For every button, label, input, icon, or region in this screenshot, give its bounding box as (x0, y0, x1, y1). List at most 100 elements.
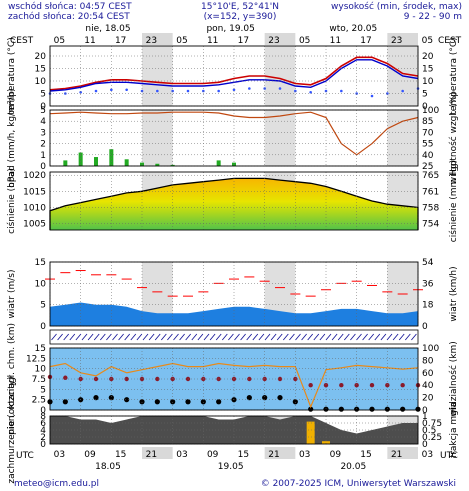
sunset-text: zachód słońca: 20:54 CEST (8, 11, 130, 22)
wind-barb (118, 333, 124, 341)
wind-barb (325, 333, 332, 341)
wind-barb (51, 333, 57, 341)
wind-barb (301, 333, 307, 341)
wind-direction-strip (49, 329, 419, 345)
bottom-hour-label: 03 (54, 450, 65, 460)
y-tick-left: 2 (40, 433, 46, 443)
top-night-band (264, 33, 296, 45)
wind-barb (276, 333, 283, 341)
y-tick-left: 10 (35, 279, 47, 289)
y-tick-right: 761 (422, 187, 439, 197)
y-tick-left: 4 (40, 117, 46, 127)
top-hour-label: 05 (54, 36, 65, 46)
y-tick-right: 15 (422, 65, 433, 75)
cloud-base-dot (216, 399, 222, 405)
wind-barb (246, 333, 253, 341)
temp-min-dot (79, 90, 82, 94)
panel-3: 0 5 10 15 0 18 36 54 wiatr (m/s) wiatr (km/h) (7, 258, 459, 332)
y-tick-right: 60 (422, 369, 434, 379)
top-hour-label: 17 (115, 36, 126, 46)
top-hour-label: 17 (360, 36, 371, 46)
wind-barb (228, 333, 234, 341)
top-hour-label: 11 (84, 36, 95, 46)
cloud-base-dot (262, 395, 268, 401)
panel-frame (49, 415, 419, 445)
y-label-right: widzialność (km) (448, 341, 459, 417)
cloud-top-dot (277, 376, 283, 382)
wind-barb (81, 333, 88, 341)
wind-barb (380, 333, 387, 341)
night-band (142, 110, 173, 166)
cloud-base-dot (369, 406, 375, 412)
y-tick-left: 10 (35, 365, 47, 375)
temp-min-dot (386, 92, 389, 95)
wind-barb (331, 333, 338, 341)
y-tick-right: 100 (422, 106, 439, 116)
wind-barb (289, 333, 295, 341)
wind-barb (240, 333, 246, 341)
cloud-top-dot (155, 376, 160, 382)
top-date-label: nie, 18.05 (85, 24, 130, 34)
cloud-base-dot (108, 395, 114, 401)
y-label-left: opad (mm/h, kg/m²/h) (7, 88, 17, 187)
top-hour-label: 05 (299, 36, 310, 46)
y-tick-left: 5 (40, 90, 46, 100)
wind-barb (343, 333, 350, 341)
bottom-hour-label: 21 (268, 450, 279, 460)
top-hour-label: 05 (422, 36, 433, 46)
y-tick-right: 54 (422, 258, 434, 268)
y-tick-right: 0 (422, 440, 428, 450)
y-label-left: zachmurzenie (oktanty) (7, 376, 17, 483)
y-tick-right: 0.25 (422, 433, 442, 443)
cloud-base-dot (323, 406, 329, 412)
top-hour-label: 05 (176, 36, 187, 46)
panel-2: 1005 1010 1015 1020 754 758 761 765 ciśnienie (h… (6, 160, 459, 242)
y-tick-right: 0 (422, 406, 428, 416)
cloud-top-dot (247, 376, 252, 382)
temp-min-dot (110, 88, 113, 92)
wind-barb (209, 333, 216, 341)
temp-min-dot (278, 87, 282, 90)
y-label-right: wilgotność wzgl. (%) (448, 92, 459, 184)
wind-barb (234, 333, 240, 341)
y-label-right: temperatura (°C) (449, 37, 459, 114)
wind-barb (374, 333, 381, 341)
temp-min-dot (340, 89, 343, 93)
y-tick-left: 0 (40, 406, 46, 416)
bottom-date-label: 20.05 (340, 462, 366, 472)
y-tick-left: 0 (40, 322, 46, 332)
timezone-top-left: CEST (10, 36, 34, 46)
y-tick-left: 1015 (23, 187, 46, 197)
wind-barb (173, 333, 179, 341)
wind-barb (398, 333, 405, 341)
top-date-label: wto, 20.05 (329, 24, 377, 34)
wind-barb (142, 333, 149, 341)
y-label-right: ciśnienie (mm Hg) (448, 160, 459, 242)
wind-barb (99, 333, 106, 341)
cloud-top-dot (369, 383, 375, 388)
cloud-base-dot (338, 406, 344, 412)
cloud-base-dot (400, 406, 406, 412)
y-tick-right: 0 (422, 322, 428, 332)
bottom-night-band (387, 447, 418, 459)
cloud-base-dot (124, 397, 130, 403)
top-time-axis: 05 11 17 23 05 11 17 23 05 11 17 23 05 nie, 18.05 pon,… (50, 24, 433, 46)
y-tick-left: 4 (40, 426, 46, 436)
timezone-bottom-left: UTC (16, 451, 34, 461)
temp-min-dot (309, 90, 312, 94)
y-tick-left: 5 (40, 301, 46, 311)
top-night-band (142, 33, 173, 45)
top-hour-label: 11 (207, 36, 218, 46)
cloud-base-dot (62, 399, 68, 405)
y-tick-right: 10 (422, 77, 434, 87)
cloud-top-dot (63, 375, 68, 380)
bottom-hour-label: 15 (115, 450, 126, 460)
bottom-hour-label: 03 (299, 450, 310, 460)
y-tick-left: 1010 (23, 203, 46, 213)
panel-frame (49, 261, 419, 327)
y-tick-left: 12.5 (26, 354, 46, 364)
temp-min-dot (156, 89, 159, 93)
wind-barb (215, 333, 222, 341)
cloud-base-dot (308, 406, 314, 412)
